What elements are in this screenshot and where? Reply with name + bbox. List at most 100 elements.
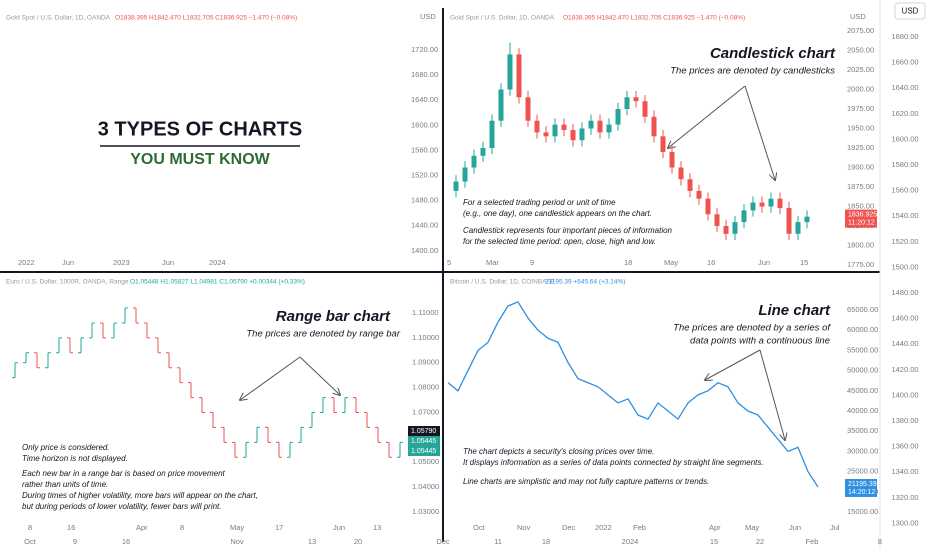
note: but during periods of lower volatility, … [22,502,222,511]
range-bar [78,337,84,354]
time-label: Mar [486,258,499,267]
price-label: 1600.00 [891,134,918,143]
arrow [705,349,761,380]
range-bar [364,412,370,428]
candle-body [678,167,684,180]
candle-body [660,136,666,152]
price-tag-label: 21195.39 [848,481,877,488]
range-bar [89,322,95,339]
time-label: 2024 [622,537,639,546]
time-label: Dec [562,523,576,532]
price-label: 1400.00 [411,246,438,255]
price-label: 1480.00 [891,288,918,297]
range-bar [232,441,238,458]
note: rather than units of time. [22,480,108,489]
price-label: 1680.00 [891,32,918,41]
price-tag-label: 11:20:12 [848,219,875,226]
price-label: 1620.00 [891,109,918,118]
candle-body [480,148,486,156]
y-tick-label: 45000.00 [847,386,878,395]
price-label: 1420.00 [891,365,918,374]
note: The chart depicts a security's closing p… [463,447,654,456]
header: Euro / U.S. Dollar, 1000R, OANDA, Range [6,279,129,286]
range-bar [243,441,249,458]
note: Time horizon is not displayed. [22,454,128,463]
range-bar [287,441,293,458]
arrow [668,85,746,148]
range-bar [177,367,183,384]
currency: USD [420,12,436,21]
price-tag [408,426,440,436]
note: During times of higher volatility, more … [22,491,258,500]
quote: 21195.39 +645.64 (+3.14%) [545,279,625,286]
range-bar [375,426,381,443]
y-tick-label: 1925.00 [847,143,874,152]
y-tick-label: 1775.00 [847,260,874,269]
time-label: 8 [878,537,882,546]
candle-body [696,190,702,199]
price-tag-label: 14:20:12 [848,489,875,496]
candle-body [795,222,801,234]
time-label: 17 [275,523,283,532]
candle-body [624,97,630,109]
range-bar [254,426,260,443]
candle-body [462,167,468,182]
price-label: 1600.00 [411,120,438,129]
price-label: 1400.00 [891,390,918,399]
price-label: 1540.00 [891,211,918,220]
candle-body [489,120,495,148]
time-label: May [745,523,759,532]
main-title: 3 TYPES OF CHARTS [98,118,302,140]
chart-subtitle: The prices are denoted by candlesticks [670,66,835,77]
time-label: 20 [354,537,362,546]
note: Only price is considered. [22,443,110,452]
y-tick-label: 2075.00 [847,26,874,35]
time-label: Jun [162,258,174,267]
y-tick-label: 1900.00 [847,162,874,171]
price-tag [408,446,440,456]
price-label: 1660.00 [891,58,918,67]
range-bar [166,352,172,369]
range-bar [342,397,348,413]
price-tag [845,209,877,228]
range-bar [23,352,29,364]
y-tick-label: 35000.00 [847,426,878,435]
candle-body [525,97,531,121]
range-bar [331,397,337,413]
note: It displays information as a series of d… [463,458,764,467]
candle-body [651,116,657,137]
candle-body [687,179,693,191]
price-label: 1640.00 [411,95,438,104]
range-bar [188,382,194,399]
candle-body [471,155,477,168]
ohlc: O1838.395 H1842.470 L1832.705 C1836.925 … [563,15,745,22]
candle-body [615,109,621,125]
y-tick-label: 40000.00 [847,406,878,415]
currency-button[interactable] [894,2,926,20]
price-tag-label: 1.05790 [411,428,436,435]
price-label: 1340.00 [891,467,918,476]
candle-body [768,198,774,207]
price-label: 1300.00 [891,518,918,527]
y-tick-label: 55000.00 [847,345,878,354]
candle-body [759,202,765,207]
range-bar [100,322,106,339]
time-label: 18 [624,258,632,267]
y-tick-label: 1800.00 [847,240,874,249]
range-bar [56,337,62,354]
price-label: 1520.00 [411,170,438,179]
y-tick-label: 1.11000 [412,308,439,317]
price-label: 1460.00 [891,314,918,323]
range-bar [67,337,73,354]
range-bar [265,426,271,443]
currency[interactable]: USD [902,7,919,16]
time-label: 16 [67,523,75,532]
y-tick-label: 2025.00 [847,65,874,74]
range-bar [34,352,40,369]
time-label: 5 [447,258,451,267]
chart-title: Range bar chart [276,308,391,325]
time-label: Dec [436,537,450,546]
y-tick-label: 1975.00 [847,104,874,113]
y-tick-label: 2050.00 [847,45,874,54]
